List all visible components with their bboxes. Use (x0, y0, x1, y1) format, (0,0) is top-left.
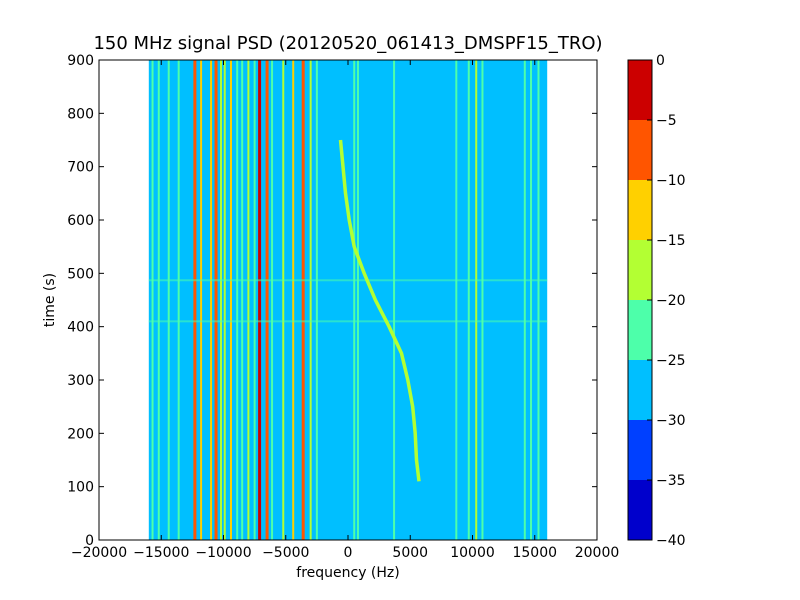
y-tick-label: 500 (67, 266, 94, 282)
colorbar-tick-label: −30 (656, 413, 686, 429)
stationary-line (177, 60, 180, 540)
stationary-line (241, 60, 244, 540)
stationary-line (193, 60, 197, 540)
stationary-line (292, 60, 295, 540)
stationary-line (253, 60, 256, 540)
stationary-line (523, 60, 526, 540)
stationary-line (356, 60, 359, 540)
stationary-line (214, 60, 218, 540)
y-tick-label: 900 (67, 53, 94, 69)
stationary-line (309, 60, 312, 540)
stationary-line (200, 60, 203, 540)
stationary-line (223, 60, 226, 540)
colorbar-segment (628, 480, 652, 540)
y-tick-label: 200 (67, 426, 94, 442)
y-tick-label: 600 (67, 213, 94, 229)
chart-title: 150 MHz signal PSD (20120520_061413_DMSP… (93, 33, 602, 54)
x-tick-label: 20000 (575, 545, 620, 561)
stationary-line (236, 60, 239, 540)
colorbar-tick-label: 0 (656, 53, 665, 69)
stationary-line (229, 60, 232, 540)
x-tick-label: −20000 (71, 545, 127, 561)
y-tick-label: 800 (67, 106, 94, 122)
stationary-line (157, 60, 160, 540)
y-tick-label: 400 (67, 320, 94, 336)
stationary-line (315, 60, 318, 540)
stationary-line (282, 60, 285, 540)
colorbar-segment (628, 240, 652, 300)
x-tick-label: −10000 (195, 545, 251, 561)
horizontal-artifacts (148, 279, 548, 323)
x-tick-label: 5000 (392, 545, 428, 561)
stationary-line (265, 60, 269, 540)
x-tick-label: −5000 (262, 545, 309, 561)
colorbar-tick-label: −25 (656, 353, 686, 369)
x-tick-label: 10000 (450, 545, 495, 561)
stationary-line (247, 60, 250, 540)
colorbar-tick-label: −10 (656, 173, 686, 189)
colorbar-tick-label: −20 (656, 293, 686, 309)
colorbar-tick-label: −5 (656, 113, 677, 129)
horizontal-artifact (148, 320, 548, 323)
y-axis-label: time (s) (42, 273, 58, 327)
stationary-line (271, 60, 274, 540)
colorbar-segment (628, 300, 652, 360)
stationary-line (455, 60, 458, 540)
colorbar-tick-label: −35 (656, 473, 686, 489)
stationary-line (481, 60, 484, 540)
colorbar-tick-label: −15 (656, 233, 686, 249)
horizontal-artifact (148, 279, 548, 282)
stationary-line (258, 60, 262, 540)
stationary-line (353, 60, 356, 540)
colorbar-segment (628, 420, 652, 480)
x-tick-label: −15000 (133, 545, 189, 561)
stationary-line (210, 60, 213, 540)
y-tick-label: 700 (67, 160, 94, 176)
stationary-lines (151, 60, 540, 540)
y-axis-ticks: 0 100 200 300 400 500 600 700 800 900 (67, 53, 597, 549)
x-axis-ticks: −20000 −15000 −10000 −5000 0 5000 10000 15000 20… (71, 60, 619, 561)
stationary-line (530, 60, 533, 540)
psd-background-band (148, 60, 548, 540)
colorbar: −40 −35 −30 −25 −20 −15 −10 −5 0 (627, 53, 686, 549)
stationary-line (467, 60, 470, 540)
stationary-line (301, 60, 305, 540)
drifting-signal-line (338, 139, 421, 482)
x-axis-label: frequency (Hz) (296, 565, 399, 581)
stationary-line (220, 60, 223, 540)
stationary-line (475, 60, 478, 540)
stationary-line (537, 60, 540, 540)
colorbar-segment (628, 180, 652, 240)
y-tick-label: 100 (67, 480, 94, 496)
y-tick-label: 300 (67, 373, 94, 389)
stationary-line (151, 60, 154, 540)
x-tick-label: 0 (344, 545, 353, 561)
colorbar-segment (628, 120, 652, 180)
colorbar-segment (628, 60, 652, 120)
stationary-line (167, 60, 170, 540)
x-tick-label: 15000 (512, 545, 557, 561)
stationary-line (393, 60, 396, 540)
y-tick-label: 0 (85, 533, 94, 549)
colorbar-tick-label: −40 (656, 533, 686, 549)
colorbar-segment (628, 360, 652, 420)
